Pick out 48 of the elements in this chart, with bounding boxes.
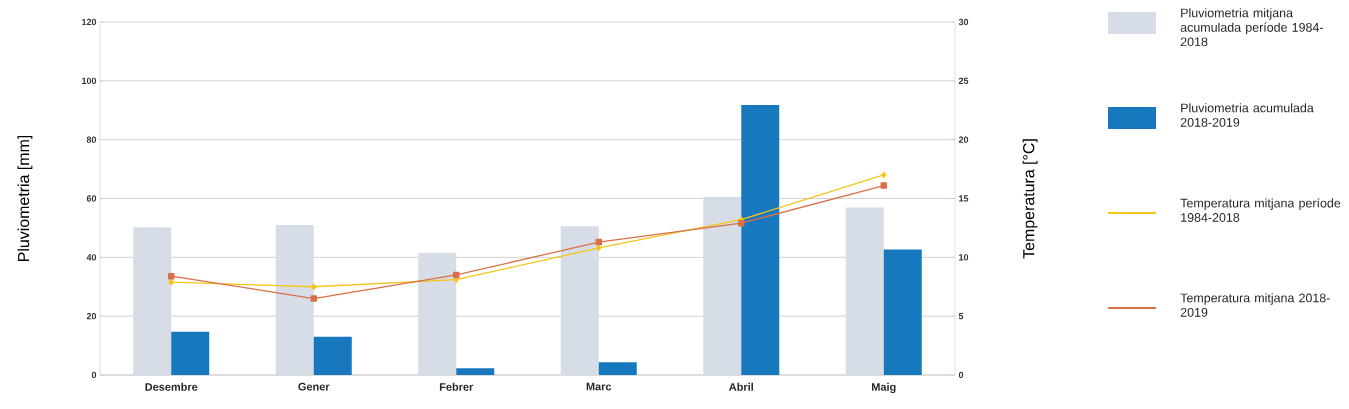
legend-label: Pluviometria mitjana acumulada període 1984-2018 bbox=[1180, 8, 1323, 47]
y2-tick-label: 25 bbox=[958, 77, 969, 85]
y2-tick-label: 0 bbox=[958, 371, 964, 379]
y2-tick-label: 20 bbox=[958, 136, 969, 143]
point bbox=[453, 271, 460, 279]
legend-label: Temperatura mitjana període 1984-2018 bbox=[1180, 198, 1341, 222]
point bbox=[311, 283, 317, 290]
point bbox=[880, 182, 887, 189]
y-tick-label: 60 bbox=[86, 195, 97, 202]
bar bbox=[418, 252, 457, 375]
x-tick-label: Abril bbox=[729, 382, 753, 391]
point bbox=[168, 278, 174, 286]
bar bbox=[883, 249, 922, 375]
bar bbox=[456, 368, 495, 375]
y2-tick-label: 30 bbox=[958, 18, 969, 26]
y-tick-label: 0 bbox=[91, 371, 97, 379]
x-tick-label: Febrer bbox=[439, 382, 474, 391]
y-tick-label: 120 bbox=[82, 18, 97, 26]
point bbox=[168, 272, 175, 280]
point bbox=[596, 244, 602, 252]
point bbox=[738, 219, 745, 227]
y-tick-label: 20 bbox=[86, 312, 97, 320]
y2-tick-label: 5 bbox=[958, 313, 964, 320]
y2-axis-title: Temperatura [°C] bbox=[1022, 139, 1038, 259]
x-tick-label: Maig bbox=[872, 382, 896, 394]
y-tick-label: 100 bbox=[82, 77, 97, 85]
bar bbox=[703, 197, 742, 375]
bar bbox=[560, 226, 599, 375]
point bbox=[310, 295, 317, 302]
bar bbox=[171, 331, 210, 375]
y2-tick-label: 15 bbox=[959, 195, 969, 202]
bar bbox=[313, 336, 352, 375]
x-tick-label: Gener bbox=[298, 382, 330, 391]
x-tick-label: Desembre bbox=[145, 382, 198, 391]
bar bbox=[741, 104, 780, 375]
bar bbox=[598, 362, 637, 375]
point bbox=[595, 238, 602, 246]
y-tick-label: 80 bbox=[86, 136, 97, 143]
y-axis-title: Pluviometria [mm] bbox=[17, 135, 33, 261]
bar bbox=[275, 224, 314, 375]
legend-label: Temperatura mitjana 2018-2019 bbox=[1180, 293, 1330, 317]
point bbox=[881, 171, 887, 179]
y2-tick-label: 10 bbox=[959, 254, 969, 261]
bar bbox=[845, 207, 884, 375]
bar bbox=[133, 227, 172, 375]
x-tick-label: Marc bbox=[586, 382, 612, 391]
legend-label: Pluviometria acumulada 2018-2019 bbox=[1180, 103, 1314, 127]
y-tick-label: 40 bbox=[86, 254, 97, 261]
